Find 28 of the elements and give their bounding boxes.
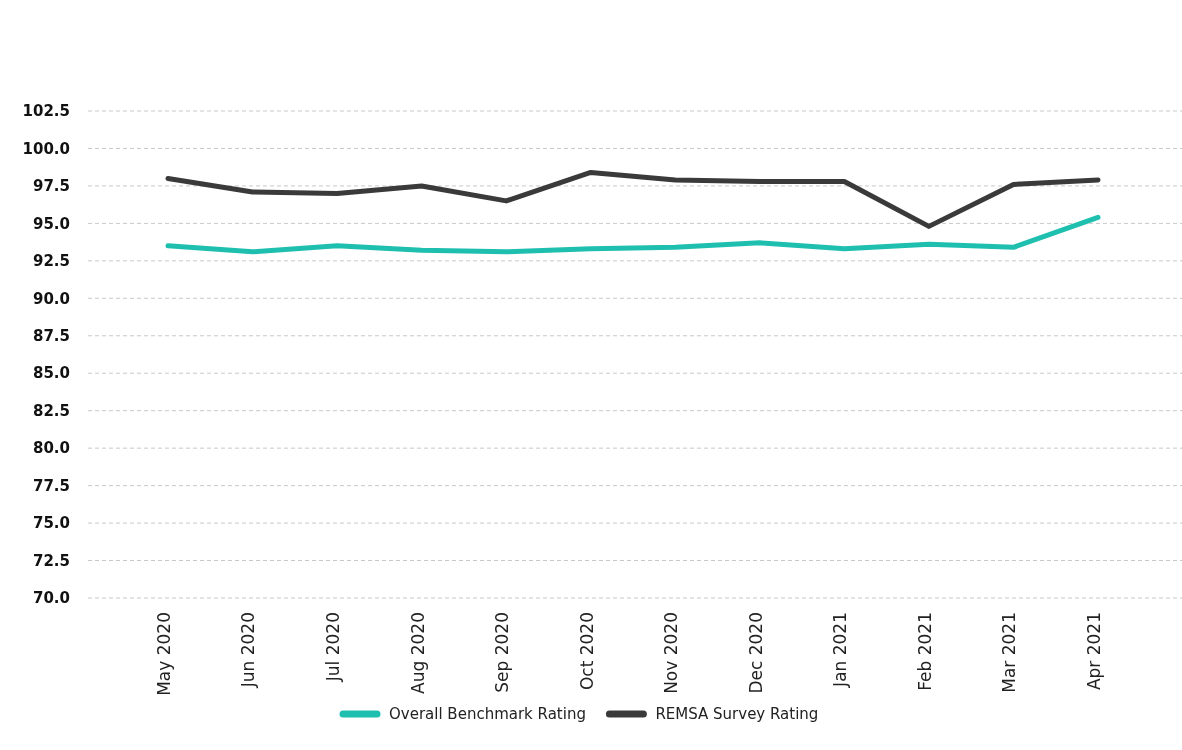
y-tick-label: 72.5 [32, 551, 70, 570]
y-tick-label: 102.5 [22, 102, 70, 121]
y-tick-label: 70.0 [32, 589, 70, 608]
x-tick-label: Jun 2020 [238, 612, 259, 689]
x-tick-label: Dec 2020 [745, 612, 766, 694]
y-tick-label: 80.0 [32, 439, 70, 458]
x-tick-label: Apr 2021 [1083, 612, 1104, 691]
x-tick-label: Oct 2020 [576, 612, 597, 691]
legend-label: REMSA Survey Rating [655, 705, 819, 724]
y-tick-label: 92.5 [32, 252, 70, 271]
y-tick-label: 95.0 [32, 214, 70, 233]
x-tick-label: Mar 2021 [999, 612, 1020, 693]
y-tick-label: 85.0 [32, 364, 70, 383]
y-tick-label: 100.0 [22, 139, 70, 158]
y-tick-label: 87.5 [32, 327, 70, 346]
y-tick-label: 82.5 [32, 401, 70, 420]
x-tick-label: Jul 2020 [323, 612, 344, 683]
x-tick-label: Sep 2020 [492, 612, 513, 693]
y-tick-label: 75.0 [32, 514, 70, 533]
x-tick-label: Aug 2020 [407, 612, 428, 694]
y-tick-label: 77.5 [32, 476, 70, 495]
x-tick-label: Feb 2021 [914, 612, 935, 691]
y-tick-label: 97.5 [32, 177, 70, 196]
legend-label: Overall Benchmark Rating [389, 705, 586, 724]
x-tick-label: May 2020 [153, 612, 174, 696]
x-tick-label: Jan 2021 [830, 612, 851, 688]
y-tick-label: 90.0 [32, 289, 70, 308]
x-tick-label: Nov 2020 [661, 612, 682, 694]
